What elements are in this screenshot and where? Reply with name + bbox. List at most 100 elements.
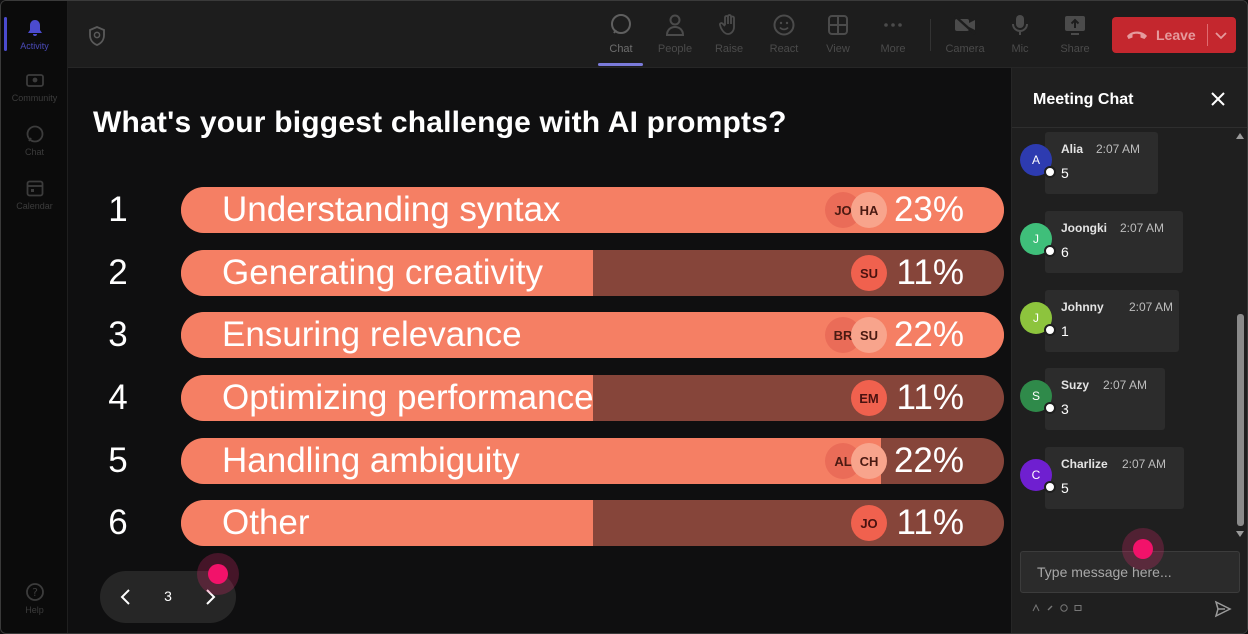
message-time: 2:07 AM — [1122, 457, 1167, 471]
scroll-down-icon[interactable] — [1236, 530, 1244, 538]
poll-option-row[interactable]: 2 Generating creativity SU 11% — [68, 250, 1011, 296]
poll-option-label: Understanding syntax — [222, 190, 561, 229]
poll-option-bar: Handling ambiguity CH AL 22% — [181, 438, 1004, 484]
toolbar-react-button[interactable]: React — [759, 13, 809, 61]
voter-avatar: SU — [851, 255, 887, 291]
leave-button-label: Leave — [1156, 27, 1196, 43]
rail-item-activity[interactable]: Activity — [1, 9, 68, 59]
poll-option-row[interactable]: 4 Optimizing performance EM 11% — [68, 375, 1011, 421]
voter-avatar: HA — [851, 192, 887, 228]
poll-option-percent: 22% — [893, 315, 964, 354]
message-text: 6 — [1061, 244, 1069, 260]
voter-avatar: EM — [851, 380, 887, 416]
poll-option-row[interactable]: 1 Understanding syntax HA JO 23% — [68, 187, 1011, 233]
toolbar-share-button[interactable]: Share — [1050, 13, 1100, 61]
chevron-right-icon[interactable] — [200, 587, 220, 607]
rail-item-community[interactable]: Community — [1, 61, 68, 111]
send-icon[interactable] — [1214, 600, 1232, 618]
toolbar-button-label: Raise — [714, 43, 744, 55]
bell-icon — [27, 19, 42, 36]
toolbar-raise-button[interactable]: Raise — [704, 13, 754, 61]
format-icon[interactable] — [1032, 604, 1040, 612]
presence-status-icon — [1044, 245, 1056, 257]
chat-icon — [611, 14, 631, 34]
scrollbar-thumb[interactable] — [1237, 314, 1244, 526]
chat-message[interactable]: Joongki 2:07 AM 6 J — [1020, 211, 1190, 273]
page-number: 3 — [164, 588, 172, 604]
chat-icon — [26, 125, 43, 142]
toolbar-people-button[interactable]: People — [650, 13, 700, 61]
chevron-down-icon[interactable] — [1215, 30, 1227, 40]
chat-message[interactable]: Suzy 2:07 AM 3 S — [1020, 368, 1190, 430]
message-input[interactable] — [1021, 552, 1239, 592]
share-icon — [1065, 16, 1085, 35]
emoji-icon[interactable] — [1060, 604, 1068, 612]
toolbar-button-label: View — [826, 43, 850, 55]
message-bubble: Alia 2:07 AM 5 — [1045, 132, 1158, 194]
poll-option-label: Handling ambiguity — [222, 441, 520, 480]
leave-button[interactable]: Leave — [1112, 17, 1236, 53]
poll-option-label: Generating creativity — [222, 253, 543, 292]
poll-option-percent: 22% — [893, 441, 964, 480]
scroll-up-icon[interactable] — [1236, 132, 1244, 140]
svg-text:?: ? — [32, 586, 38, 599]
voter-avatar: CH — [851, 443, 887, 479]
poll-option-row[interactable]: 3 Ensuring relevance SU BR 22% — [68, 312, 1011, 358]
presence-status-icon — [1044, 166, 1056, 178]
close-icon[interactable] — [1210, 91, 1226, 107]
presence-status-icon — [1044, 402, 1056, 414]
rail-item-label: Calendar — [16, 200, 53, 211]
message-text: 5 — [1061, 480, 1069, 496]
chat-message[interactable]: Charlize 2:07 AM 5 C — [1020, 447, 1190, 509]
poll-option-number: 3 — [108, 315, 128, 354]
message-bubble: Johnny 2:07 AM 1 — [1045, 290, 1179, 352]
message-sender: Joongki — [1061, 221, 1108, 235]
rail-item-label: Chat — [24, 146, 44, 157]
poll-option-fill — [181, 438, 881, 484]
rail-item-chat[interactable]: Chat — [1, 115, 68, 165]
poll-option-row[interactable]: 6 Other JO 11% — [68, 500, 1011, 546]
toolbar-camera-button[interactable]: Camera — [940, 13, 990, 61]
rail-item-calendar[interactable]: Calendar — [1, 169, 68, 219]
message-time: 2:07 AM — [1096, 142, 1141, 156]
chevron-left-icon[interactable] — [116, 587, 136, 607]
poll-option-bar: Understanding syntax HA JO 23% — [181, 187, 1004, 233]
hand-icon — [719, 14, 735, 35]
attach-icon[interactable] — [1046, 604, 1054, 612]
toolbar-view-button[interactable]: View — [813, 13, 863, 61]
chat-message[interactable]: Alia 2:07 AM 5 A — [1020, 132, 1190, 194]
message-bubble: Charlize 2:07 AM 5 — [1045, 447, 1184, 509]
message-bubble: Suzy 2:07 AM 3 — [1045, 368, 1165, 430]
poll-option-number: 4 — [108, 378, 128, 417]
smile-icon — [773, 14, 795, 36]
message-sender: Charlize — [1061, 457, 1108, 471]
message-sender: Alia — [1061, 142, 1084, 156]
toolbar-button-label: People — [657, 43, 693, 55]
message-text: 3 — [1061, 401, 1069, 417]
message-text: 5 — [1061, 165, 1069, 181]
gif-icon[interactable] — [1074, 604, 1082, 612]
poll-option-bar: Other JO 11% — [181, 500, 1004, 546]
poll-option-percent: 11% — [896, 253, 964, 292]
toolbar-more-button[interactable]: More — [868, 13, 918, 61]
meeting-toolbar: Chat People Raise React View More Camera — [68, 1, 1247, 68]
toolbar-chat-button[interactable]: Chat — [596, 13, 646, 61]
app-rail: Activity Community Chat Calendar ? Help — [1, 1, 68, 633]
shield-icon[interactable] — [88, 26, 106, 46]
rail-item-label: Activity — [20, 40, 49, 51]
voter-avatars: SU — [851, 255, 887, 291]
toolbar-mic-button[interactable]: Mic — [995, 13, 1045, 61]
poll-option-row[interactable]: 5 Handling ambiguity CH AL 22% — [68, 438, 1011, 484]
poll-option-fill — [181, 250, 593, 296]
chat-header: Meeting Chat — [1012, 68, 1247, 128]
poll-option-bar: Generating creativity SU 11% — [181, 250, 1004, 296]
community-icon — [25, 73, 44, 87]
toolbar-divider — [930, 19, 931, 51]
rail-item-help[interactable]: ? Help — [1, 573, 68, 623]
chat-title: Meeting Chat — [1033, 91, 1134, 108]
message-time: 2:07 AM — [1129, 300, 1174, 314]
chat-message[interactable]: Johnny 2:07 AM 1 J — [1020, 290, 1190, 352]
poll-option-number: 2 — [108, 253, 128, 292]
poll-option-label: Ensuring relevance — [222, 315, 522, 354]
